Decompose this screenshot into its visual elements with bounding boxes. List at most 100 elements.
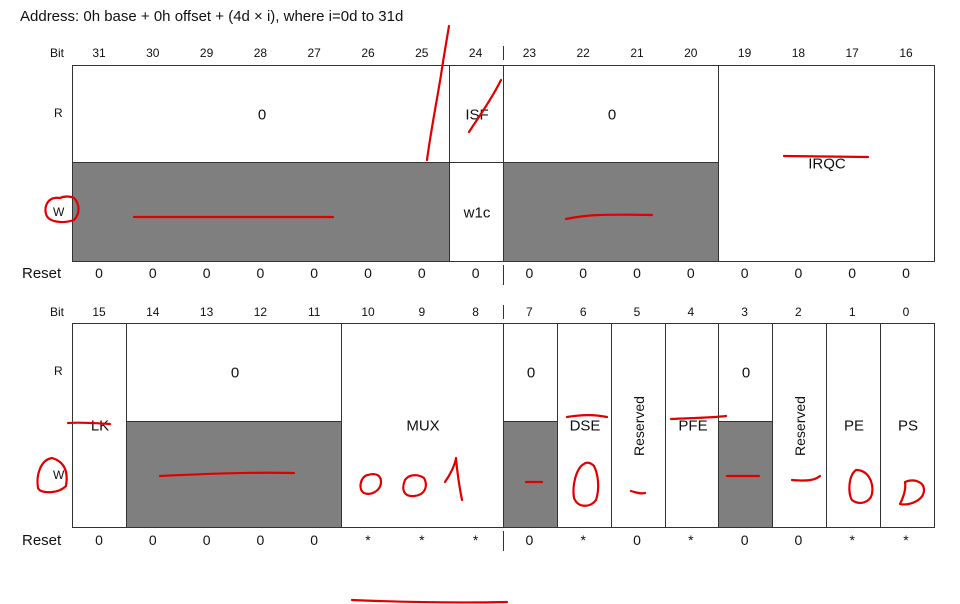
write-row-label: W — [53, 468, 65, 482]
byte-separator — [503, 531, 504, 551]
reset-value: 0 — [95, 265, 103, 281]
field-value: 0 — [526, 364, 536, 382]
reset-value: 0 — [417, 265, 426, 281]
reset-row-label: Reset — [22, 265, 62, 282]
pen-digit-0 — [359, 473, 383, 495]
bit-number: 7 — [526, 305, 533, 319]
reset-value: 0 — [525, 532, 534, 548]
bit-number: 18 — [791, 46, 806, 60]
reset-value: 0 — [256, 265, 265, 281]
pen-slash-bit25 — [425, 24, 451, 162]
pen-strike-pfe — [669, 414, 728, 421]
bit-number: 23 — [522, 46, 537, 60]
reset-value: * — [365, 532, 371, 548]
pen-digit-0-dse — [572, 461, 600, 507]
reset-value: * — [580, 532, 586, 548]
pen-dash-23-20 — [564, 213, 654, 221]
field-value: 0 — [607, 106, 617, 124]
bit-number: 19 — [737, 46, 752, 60]
pen-digit-0-pe — [848, 468, 874, 504]
reset-value: 0 — [310, 265, 319, 281]
bit-number: 26 — [361, 46, 375, 60]
read-row-label: R — [54, 106, 63, 120]
byte-separator — [503, 305, 504, 319]
reset-value: 0 — [794, 532, 803, 548]
field-irqc-label: IRQC — [808, 155, 846, 173]
bit-number: 10 — [361, 305, 375, 319]
reset-value: 0 — [848, 265, 857, 281]
bit-number: 31 — [92, 46, 106, 60]
pen-strike-isf — [467, 78, 503, 134]
bit-number: 1 — [848, 305, 856, 319]
reset-value: 0 — [902, 265, 910, 281]
pen-strike-lk — [66, 421, 112, 426]
field-ps-label: PS — [897, 417, 919, 435]
write-row-label: W — [53, 205, 65, 219]
reset-value: 0 — [740, 265, 749, 281]
pen-circle-w-lower — [36, 456, 68, 494]
field-lk: LK — [72, 323, 127, 528]
pen-strike-dse — [565, 414, 609, 419]
field-dse: DSE — [557, 323, 612, 528]
field-access-type: w1c — [463, 204, 491, 222]
bit-row-label: Bit — [50, 305, 65, 319]
bit-number: 15 — [92, 305, 106, 319]
reset-value: * — [419, 532, 425, 548]
reset-value: 0 — [471, 265, 480, 281]
field-isf-write: w1c — [449, 162, 504, 262]
reset-value: 0 — [256, 532, 265, 548]
bit-number: 9 — [418, 305, 426, 319]
bit-number: 12 — [253, 305, 268, 319]
field-14-11-write-reserved — [126, 421, 342, 528]
bit-number: 25 — [415, 46, 429, 60]
bit-number: 2 — [795, 305, 802, 319]
bit-number: 30 — [146, 46, 160, 60]
bit-number: 13 — [199, 305, 214, 319]
pen-dash-reserved-2 — [790, 474, 822, 482]
reset-value: 0 — [686, 265, 695, 281]
reset-value: 0 — [202, 265, 211, 281]
bit-number: 21 — [630, 46, 644, 60]
pen-dash-14-11 — [158, 471, 296, 478]
reset-value: * — [688, 532, 694, 548]
field-dse-label: DSE — [569, 417, 601, 435]
field-value: 0 — [230, 364, 240, 382]
pen-digit-1 — [443, 456, 464, 502]
field-3-write-reserved — [718, 421, 773, 528]
field-23-20-write-reserved — [503, 162, 719, 262]
bit-number: 29 — [199, 46, 214, 60]
field-irqc: IRQC — [718, 65, 935, 262]
bit-number: 14 — [146, 305, 160, 319]
bit-number: 3 — [741, 305, 748, 319]
bit-number: 16 — [899, 46, 913, 60]
pen-digit-0 — [402, 474, 427, 498]
field-mux-label: MUX — [406, 417, 440, 435]
reset-value: 0 — [633, 532, 641, 548]
field-23-20-read: 0 — [503, 65, 719, 163]
bit-number: 0 — [902, 305, 910, 319]
bit-number: 17 — [845, 46, 859, 60]
reset-value: 0 — [95, 532, 103, 548]
reset-value: * — [849, 532, 855, 548]
reset-value: 0 — [579, 265, 588, 281]
bit-number: 6 — [579, 305, 587, 319]
reset-value: * — [472, 532, 479, 548]
field-pe-label: PE — [843, 417, 865, 435]
bit-number: 8 — [472, 305, 479, 319]
reset-value: 0 — [633, 265, 641, 281]
bit-number: 24 — [468, 46, 483, 60]
pen-underline-bottom — [350, 598, 509, 604]
reset-value: * — [903, 532, 909, 548]
reset-value: 0 — [148, 532, 157, 548]
field-pfe-label: PFE — [678, 417, 708, 435]
bit-number: 11 — [307, 305, 321, 319]
field-pfe: PFE — [665, 323, 719, 528]
reset-value: 0 — [525, 265, 534, 281]
bit-number: 27 — [307, 46, 321, 60]
field-value: 0 — [741, 364, 751, 382]
reset-value: 0 — [148, 265, 157, 281]
pen-strike-irqc — [782, 154, 870, 159]
field-31-25-write-reserved — [72, 162, 450, 262]
reset-value: 0 — [310, 532, 319, 548]
